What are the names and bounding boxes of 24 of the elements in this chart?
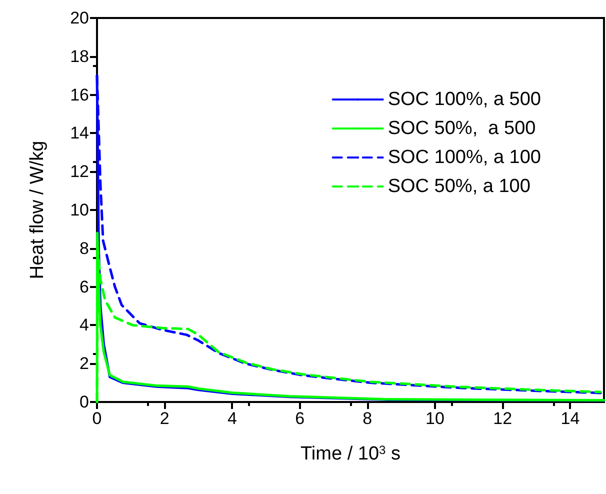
legend-label: SOC 100%, a 100 bbox=[388, 147, 542, 168]
x-tick-label: 6 bbox=[295, 409, 305, 428]
y-tick-label: 12 bbox=[70, 162, 89, 182]
y-tick-label: 0 bbox=[80, 392, 89, 412]
x-tick-label: 4 bbox=[227, 409, 237, 428]
x-tick-label: 8 bbox=[362, 409, 372, 428]
legend-label: SOC 100%, a 500 bbox=[388, 89, 542, 110]
y-tick-label: 6 bbox=[80, 277, 89, 296]
legend-label: SOC 50%, a 500 bbox=[388, 118, 536, 139]
y-tick-label: 16 bbox=[70, 85, 89, 104]
y-tick-label: 20 bbox=[70, 8, 89, 28]
y-tick-label: 2 bbox=[80, 354, 89, 374]
y-tick-label: 8 bbox=[80, 238, 89, 258]
y-tick-label: 4 bbox=[80, 316, 89, 335]
y-tick-label: 10 bbox=[70, 200, 89, 220]
y-tick-label: 18 bbox=[70, 46, 89, 66]
y-tick-label: 14 bbox=[70, 124, 89, 143]
x-tick-label: 0 bbox=[92, 409, 102, 428]
x-tick-label: 10 bbox=[426, 409, 444, 428]
x-tick-label: 12 bbox=[493, 409, 512, 428]
x-tick-label: 14 bbox=[560, 409, 580, 428]
x-tick-label: 2 bbox=[160, 409, 170, 428]
legend-label: SOC 50%, a 100 bbox=[388, 176, 530, 197]
y-axis-title: Heat flow / W/kg bbox=[27, 140, 48, 280]
